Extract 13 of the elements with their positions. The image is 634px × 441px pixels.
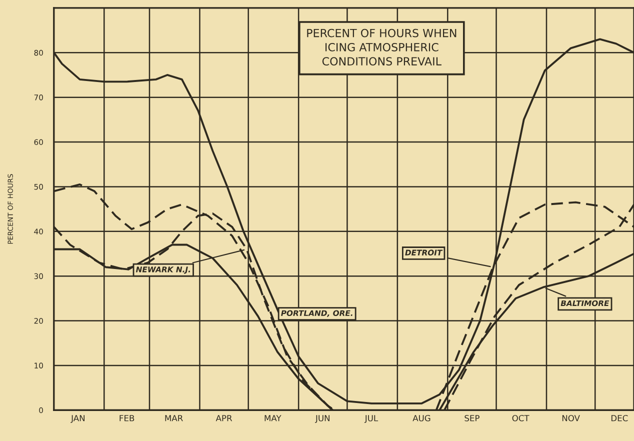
x-tick-label: FEB bbox=[120, 415, 134, 422]
text: PERCENT OF HOURS WHEN ICING ATMOSPHERIC CONDITIONS PREVAIL bbox=[307, 28, 456, 66]
x-tick-label: SEP bbox=[464, 415, 480, 422]
x-tick-label: DEC bbox=[611, 415, 628, 422]
x-tick-label: MAY bbox=[264, 415, 282, 422]
x-tick-label: MAR bbox=[165, 415, 183, 422]
x-tick-label: NOV bbox=[562, 415, 580, 422]
x-tick-label: OCT bbox=[512, 415, 530, 422]
x-tick-label: APR bbox=[216, 415, 232, 422]
x-tick-label: AUG bbox=[412, 415, 430, 422]
x-tick-label: JUL bbox=[364, 415, 378, 423]
x-tick-label: JUN bbox=[315, 415, 330, 423]
x-tick-label: JAN bbox=[70, 415, 84, 423]
